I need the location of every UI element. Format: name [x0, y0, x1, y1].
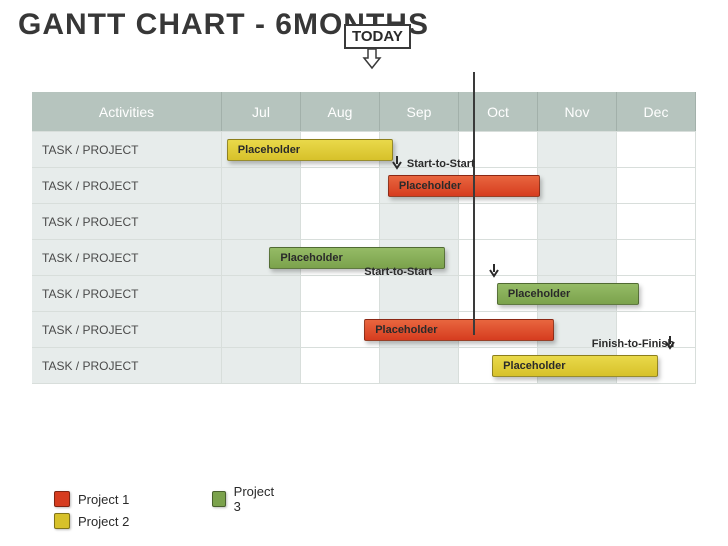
gantt-cell [459, 204, 538, 239]
gantt-cell [538, 276, 617, 311]
gantt-cell [301, 132, 380, 167]
legend-swatch [54, 491, 70, 507]
gantt-cell [222, 348, 301, 383]
legend-swatch [212, 491, 226, 507]
gantt-cell [459, 240, 538, 275]
month-header: Nov [538, 92, 617, 131]
gantt-cell [222, 132, 301, 167]
gantt-cell [538, 204, 617, 239]
row-label: TASK / PROJECT [32, 168, 222, 203]
gantt-cell [222, 240, 301, 275]
legend: Project 1Project 2Project 3 [54, 488, 129, 532]
row-label: TASK / PROJECT [32, 312, 222, 347]
gantt-cell [222, 276, 301, 311]
gantt-row: TASK / PROJECT [32, 204, 696, 240]
gantt-cell [459, 348, 538, 383]
gantt-cell [538, 348, 617, 383]
legend-label: Project 1 [78, 492, 129, 507]
gantt-cell [380, 168, 459, 203]
gantt-cell [380, 132, 459, 167]
gantt-cell [301, 312, 380, 347]
gantt-cell [538, 240, 617, 275]
gantt-cell [301, 204, 380, 239]
row-label: TASK / PROJECT [32, 348, 222, 383]
legend-label: Project 2 [78, 514, 129, 529]
gantt-header-row: Activities JulAugSepOctNovDec [32, 92, 696, 132]
today-marker-label: TODAY [344, 24, 411, 49]
gantt-cell [222, 312, 301, 347]
gantt-cell [380, 348, 459, 383]
gantt-row: TASK / PROJECT [32, 312, 696, 348]
gantt-cell [380, 276, 459, 311]
gantt-chart: Activities JulAugSepOctNovDec TASK / PRO… [32, 92, 696, 384]
gantt-cell [459, 276, 538, 311]
row-label: TASK / PROJECT [32, 204, 222, 239]
gantt-cell [459, 132, 538, 167]
gantt-cell [617, 348, 696, 383]
row-label: TASK / PROJECT [32, 132, 222, 167]
gantt-cell [538, 312, 617, 347]
gantt-cell [301, 168, 380, 203]
gantt-cell [380, 204, 459, 239]
gantt-cell [222, 168, 301, 203]
gantt-cell [222, 204, 301, 239]
gantt-cell [459, 168, 538, 203]
gantt-cell [538, 168, 617, 203]
gantt-cell [617, 204, 696, 239]
gantt-row: TASK / PROJECT [32, 348, 696, 384]
gantt-cell [617, 276, 696, 311]
gantt-cell [301, 240, 380, 275]
gantt-cell [538, 132, 617, 167]
gantt-cell [380, 312, 459, 347]
month-header: Dec [617, 92, 696, 131]
legend-item: Project 1 [54, 488, 129, 510]
gantt-row: TASK / PROJECT [32, 240, 696, 276]
gantt-cell [617, 132, 696, 167]
row-label: TASK / PROJECT [32, 276, 222, 311]
gantt-cell [301, 348, 380, 383]
gantt-row: TASK / PROJECT [32, 132, 696, 168]
gantt-cell [380, 240, 459, 275]
row-label: TASK / PROJECT [32, 240, 222, 275]
legend-swatch [54, 513, 70, 529]
gantt-row: TASK / PROJECT [32, 168, 696, 204]
legend-label: Project 3 [234, 484, 277, 514]
gantt-row: TASK / PROJECT [32, 276, 696, 312]
gantt-cell [617, 168, 696, 203]
gantt-cell [617, 240, 696, 275]
gantt-cell [459, 312, 538, 347]
gantt-cell [617, 312, 696, 347]
activities-header: Activities [32, 92, 222, 131]
month-header: Sep [380, 92, 459, 131]
month-header: Jul [222, 92, 301, 131]
month-header: Aug [301, 92, 380, 131]
today-arrow-icon [362, 48, 382, 70]
legend-item: Project 3 [212, 488, 276, 510]
gantt-cell [301, 276, 380, 311]
legend-item: Project 2 [54, 510, 129, 532]
month-header: Oct [459, 92, 538, 131]
